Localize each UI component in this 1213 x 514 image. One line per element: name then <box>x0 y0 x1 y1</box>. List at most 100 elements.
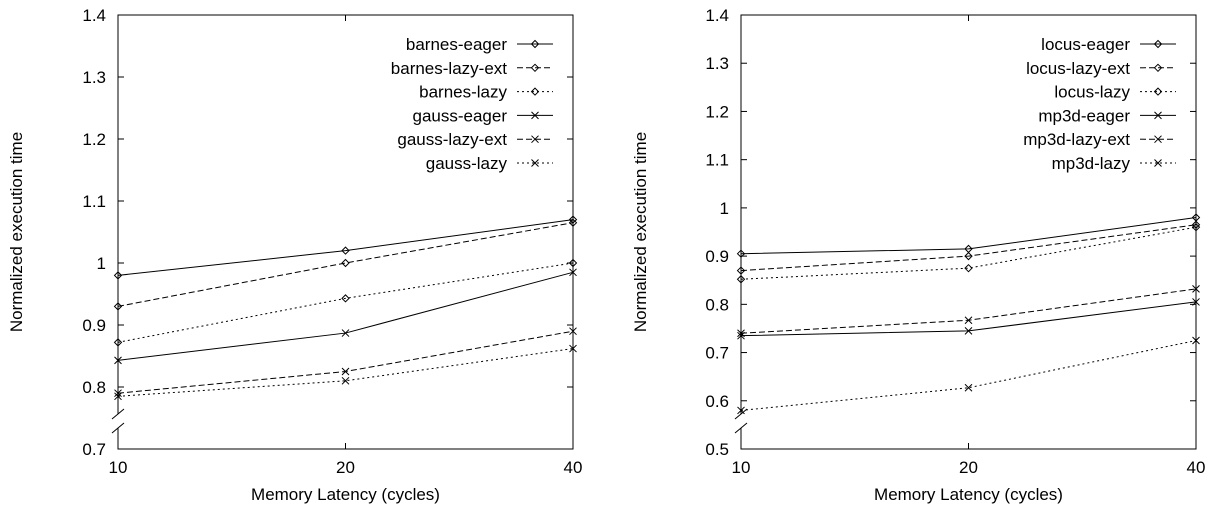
legend-marker <box>530 39 540 49</box>
legend-marker <box>1153 39 1163 49</box>
legend-marker <box>1153 87 1163 96</box>
series-mp3d-lazy <box>737 336 1200 415</box>
legend-label: barnes-lazy-ext <box>391 59 507 78</box>
data-point <box>736 249 746 258</box>
data-point <box>1191 222 1201 232</box>
y-tick-label: 1.2 <box>82 130 106 149</box>
series-line <box>117 271 574 361</box>
legend-label: barnes-lazy <box>419 83 507 102</box>
data-point <box>964 383 973 392</box>
data-point <box>114 392 122 401</box>
data-point <box>1192 298 1200 306</box>
y-tick-label: 1.2 <box>705 102 729 121</box>
series-line <box>740 226 1197 280</box>
legend-label: locus-lazy-ext <box>1026 59 1130 78</box>
series-mp3d-lazy-ext <box>737 285 1200 338</box>
plot-frame <box>740 14 1197 450</box>
data-point <box>569 268 577 277</box>
series-line <box>740 224 1197 272</box>
data-point <box>341 367 350 376</box>
data-point <box>964 251 973 261</box>
legend-marker <box>1154 159 1162 167</box>
data-point <box>964 327 973 335</box>
series-gauss-lazy <box>114 344 577 401</box>
data-point <box>737 329 745 338</box>
data-point <box>964 316 973 325</box>
legend-label: gauss-lazy-ext <box>397 130 507 149</box>
data-point <box>114 389 122 398</box>
x-tick-label: 40 <box>564 458 583 477</box>
y-tick-label: 1.4 <box>705 6 729 25</box>
axis-break-mark <box>111 408 125 434</box>
series-gauss-lazy-ext <box>114 327 577 398</box>
data-point <box>736 266 746 275</box>
axis-break-gap <box>112 414 124 428</box>
y-axis-label: Normalized execution time <box>631 132 650 332</box>
y-tick-label: 1.1 <box>82 192 106 211</box>
y-tick-label: 0.9 <box>705 247 729 266</box>
legend-marker <box>1153 63 1163 73</box>
legend-marker <box>531 159 539 167</box>
series-line <box>117 348 574 397</box>
y-tick-label: 0.7 <box>82 440 106 459</box>
y-tick-label: 1 <box>720 199 729 218</box>
data-point <box>341 376 350 385</box>
legend-marker <box>530 63 540 73</box>
series-barnes-lazy <box>113 258 578 347</box>
y-tick-label: 0.5 <box>705 440 729 459</box>
axis-break-gap <box>735 414 747 428</box>
y-tick-label: 0.9 <box>82 316 106 335</box>
series-gauss-eager <box>114 268 577 365</box>
data-point <box>1191 220 1201 229</box>
y-tick-label: 1.4 <box>82 6 106 25</box>
y-tick-label: 1.3 <box>82 68 106 87</box>
series-barnes-eager <box>113 215 578 280</box>
series-barnes-lazy-ext <box>113 218 578 311</box>
data-point <box>1192 336 1200 345</box>
x-tick-label: 20 <box>336 458 355 477</box>
plot-frame <box>117 14 574 450</box>
data-point <box>114 356 122 365</box>
series-locus-eager <box>736 213 1201 258</box>
data-point <box>341 294 350 303</box>
x-axis-label: Memory Latency (cycles) <box>874 485 1063 504</box>
y-tick-label: 0.8 <box>82 378 106 397</box>
legend-label: mp3d-lazy <box>1052 154 1131 173</box>
legend-marker <box>1154 111 1162 120</box>
legend-label: gauss-lazy <box>426 154 508 173</box>
y-tick-label: 0.8 <box>705 295 729 314</box>
x-tick-label: 40 <box>1187 458 1206 477</box>
legend-label: mp3d-eager <box>1038 106 1130 125</box>
chart-2: 0.5 0.6 0.7 0.8 0.9 1 1.1 1.2 1.3 1.4 10 20 40 Memory… <box>631 6 1205 504</box>
legend-label: locus-eager <box>1041 35 1130 54</box>
legend-label: mp3d-lazy-ext <box>1023 130 1130 149</box>
legend-marker <box>531 111 539 120</box>
data-point <box>568 218 578 227</box>
data-point <box>964 263 973 273</box>
data-point <box>113 271 123 280</box>
data-point <box>568 258 578 268</box>
series-line <box>117 262 574 343</box>
chart-1: 0.7 0.8 0.9 1 1.1 1.2 1.3 1.4 10 20 40 Memory Laten… <box>7 6 582 504</box>
data-point <box>113 338 123 347</box>
series-mp3d-eager <box>737 298 1200 340</box>
data-point <box>736 275 746 284</box>
series-line <box>117 222 574 307</box>
data-point <box>341 258 350 268</box>
y-axis-label: Normalized execution time <box>7 132 26 332</box>
y-tick-label: 0.7 <box>705 344 729 363</box>
y-tick-label: 1.1 <box>705 151 729 170</box>
data-point <box>569 327 577 336</box>
series-line <box>117 219 574 276</box>
series-line <box>740 340 1197 411</box>
y-tick-label: 1.3 <box>705 54 729 73</box>
x-tick-label: 10 <box>109 458 128 477</box>
x-tick-label: 10 <box>732 458 751 477</box>
data-point <box>341 246 350 255</box>
axis-break-mark <box>734 408 748 434</box>
legend-label: barnes-eager <box>406 35 507 54</box>
series-line <box>740 217 1197 255</box>
series-line <box>117 330 574 394</box>
data-point <box>1192 285 1200 293</box>
